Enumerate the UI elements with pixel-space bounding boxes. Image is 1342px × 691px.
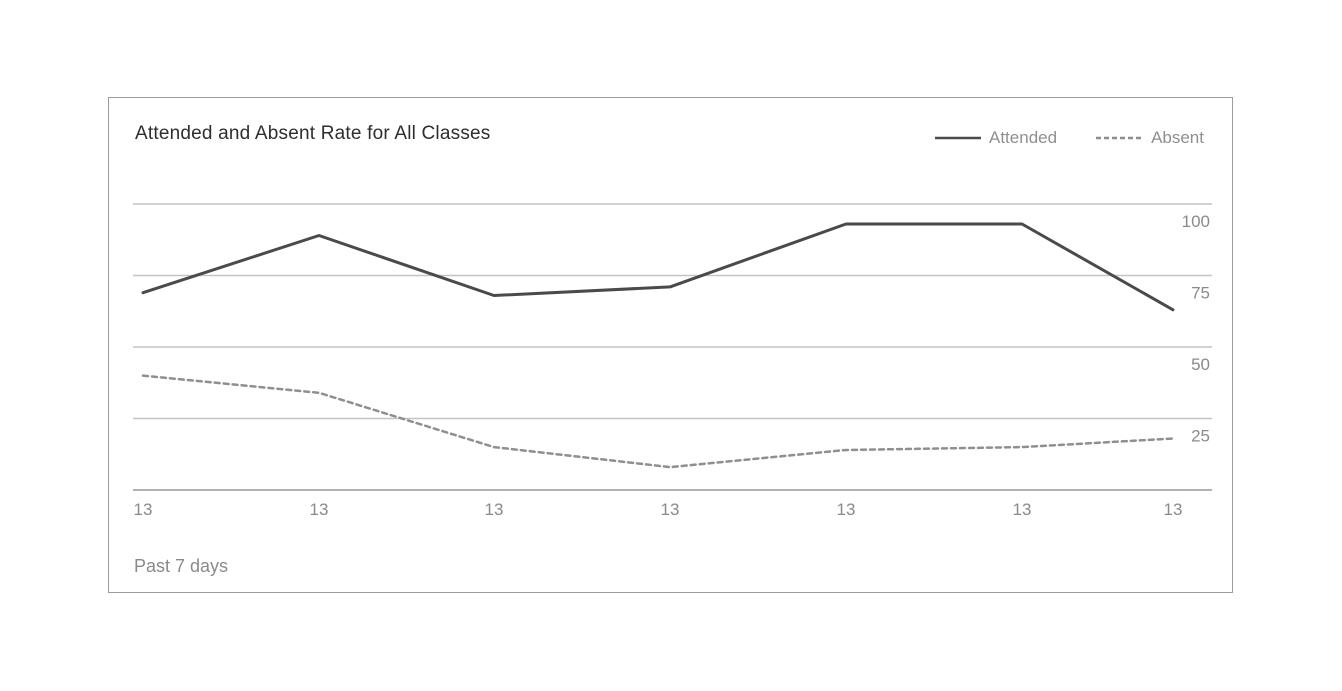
x-axis-tick-label: 13 xyxy=(837,500,856,519)
line-chart-plot: 100 75 50 25 13 13 13 13 13 13 13 xyxy=(133,203,1212,519)
legend-label-absent: Absent xyxy=(1151,128,1204,147)
series-line-attended xyxy=(141,222,1175,312)
y-axis-tick-label: 50 xyxy=(1191,355,1210,374)
chart-title: Attended and Absent Rate for All Classes xyxy=(135,123,491,144)
y-axis-tick-label: 100 xyxy=(1182,212,1210,231)
x-axis-tick-label: 13 xyxy=(661,500,680,519)
solid-line-icon xyxy=(935,136,981,140)
legend-label-attended: Attended xyxy=(989,128,1058,147)
legend-item-attended: Attended xyxy=(934,128,1057,148)
x-axis-tick-label: 13 xyxy=(1013,500,1032,519)
x-axis-tick-label: 13 xyxy=(485,500,504,519)
x-axis-note: Past 7 days xyxy=(134,556,229,576)
legend-item-absent: Absent xyxy=(1095,128,1204,148)
x-axis-tick-label: 13 xyxy=(134,500,153,519)
y-axis-tick-label: 25 xyxy=(1191,427,1210,446)
x-axis-tick-label: 13 xyxy=(310,500,329,519)
y-axis-tick-label: 75 xyxy=(1191,284,1210,303)
series-line-absent xyxy=(141,374,1175,469)
x-axis-tick-label: 13 xyxy=(1164,500,1183,519)
legend: Attended Absent xyxy=(934,128,1204,148)
chart-card: Attended and Absent Rate for All Classes… xyxy=(108,97,1233,593)
